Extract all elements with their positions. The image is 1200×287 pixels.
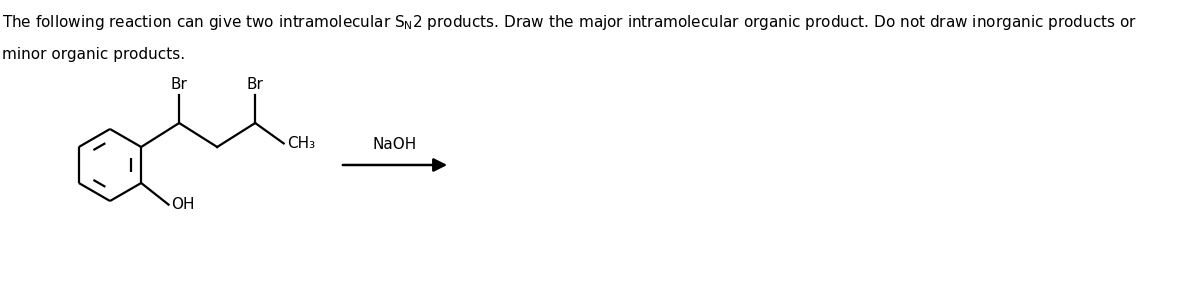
Text: Br: Br <box>170 77 187 92</box>
Text: NaOH: NaOH <box>373 137 418 152</box>
Text: OH: OH <box>172 197 196 212</box>
Text: minor organic products.: minor organic products. <box>2 47 185 62</box>
Text: CH₃: CH₃ <box>287 136 314 151</box>
Text: Br: Br <box>247 77 264 92</box>
Text: The following reaction can give two intramolecular $\mathsf{S_N}$2 products. Dra: The following reaction can give two intr… <box>2 13 1136 32</box>
